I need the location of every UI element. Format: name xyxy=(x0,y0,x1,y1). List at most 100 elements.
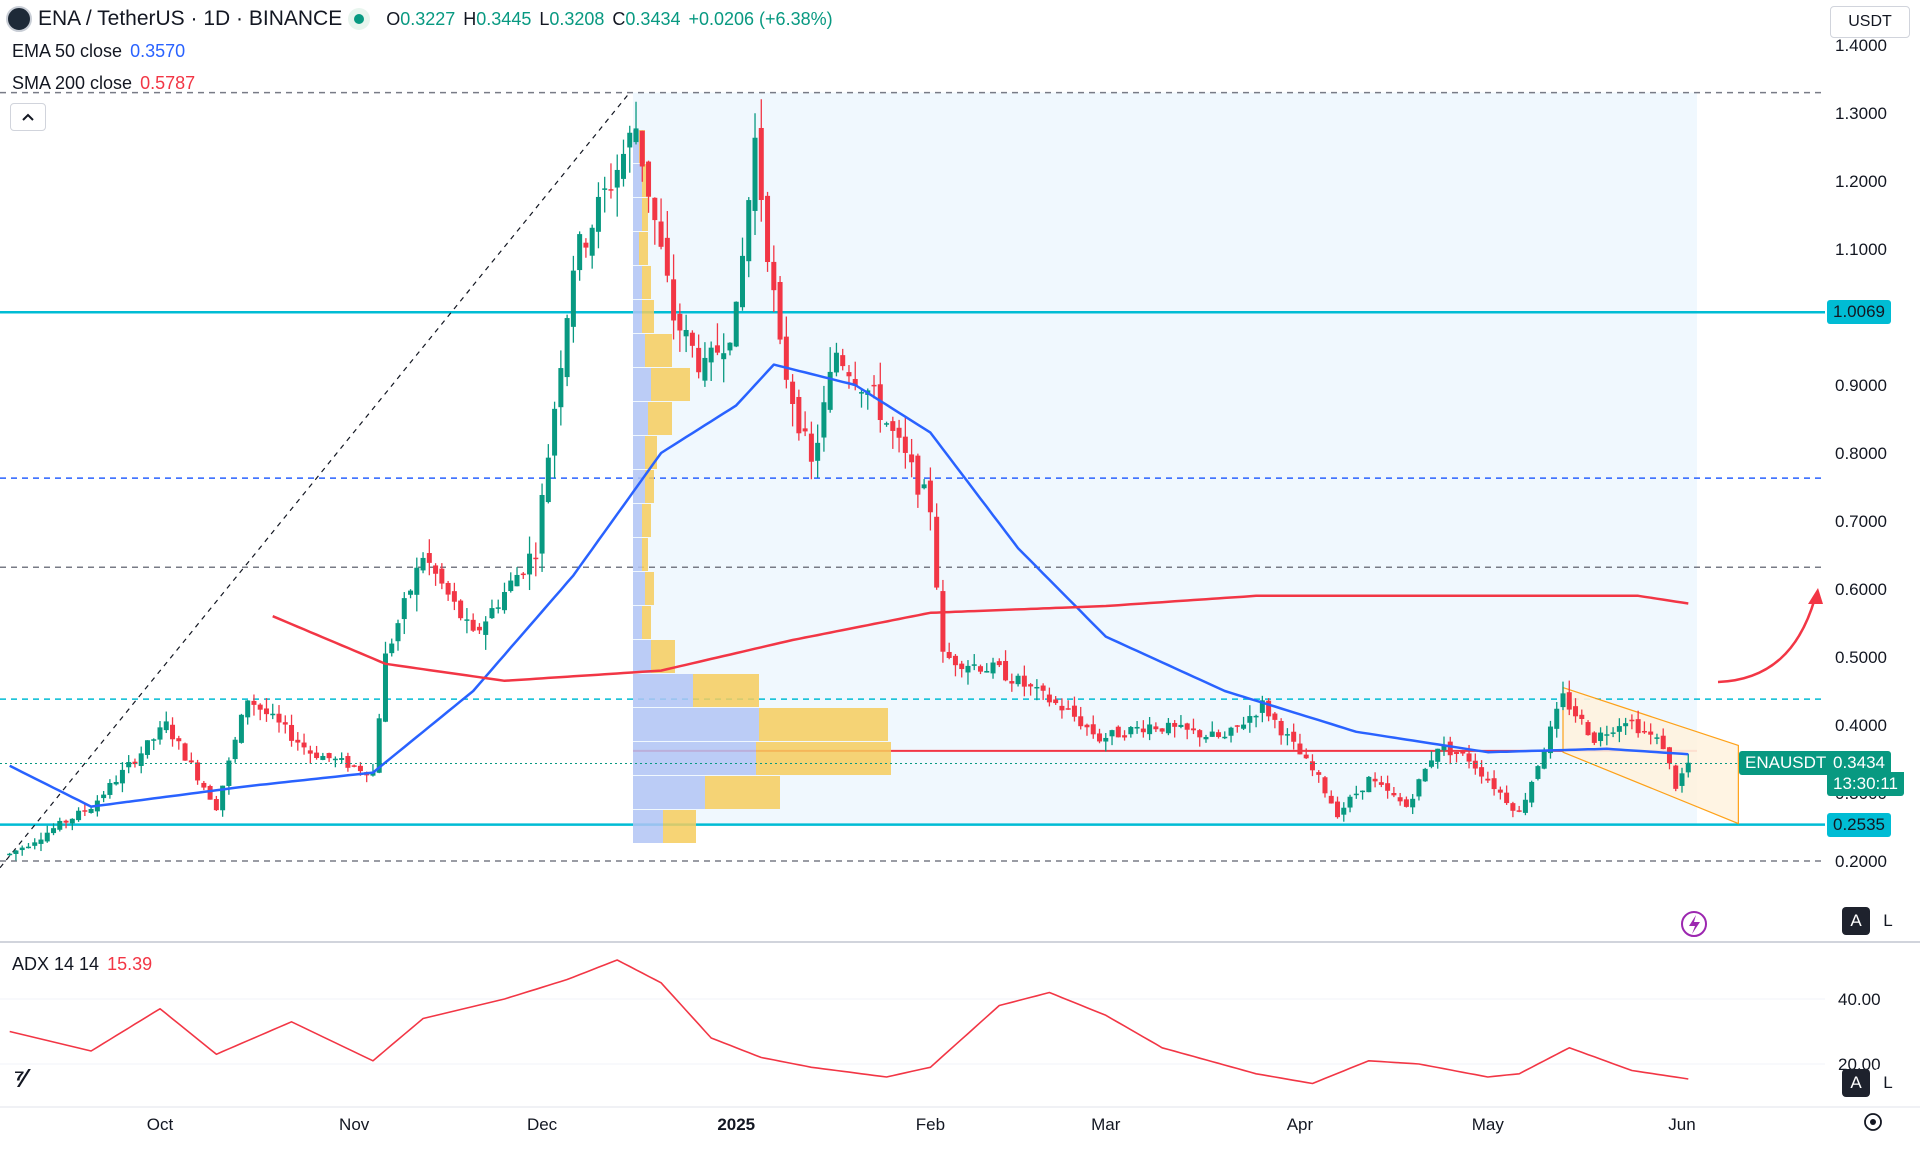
candle-body xyxy=(1353,793,1359,796)
candle-body xyxy=(1685,762,1691,773)
ema-legend[interactable]: EMA 50 close 0.3570 xyxy=(12,41,185,62)
candle-body xyxy=(263,708,269,715)
adx-log-scale-button[interactable]: L xyxy=(1874,1069,1902,1097)
candle-body xyxy=(1316,772,1322,775)
candle-body xyxy=(332,758,338,761)
candle-body xyxy=(902,436,908,453)
volume-profile-up-3 xyxy=(633,232,639,265)
candle-body xyxy=(790,381,796,404)
candle-body xyxy=(232,739,238,760)
symbol-title[interactable]: ENA / TetherUS · 1D · BINANCE xyxy=(38,7,343,30)
candle-body xyxy=(940,591,946,652)
candle-body xyxy=(1165,722,1171,734)
candle-body xyxy=(382,653,388,722)
candle-body xyxy=(1372,778,1378,782)
candle-body xyxy=(1366,776,1372,793)
candle-body xyxy=(307,750,313,754)
candle-body xyxy=(1522,799,1528,813)
candle-body xyxy=(1303,754,1309,759)
candle-body xyxy=(314,752,320,759)
volume-profile-up-1 xyxy=(633,164,642,197)
candle-body xyxy=(1128,727,1134,735)
collapse-legend-button[interactable] xyxy=(10,103,46,131)
price-axis-label-0: 1.4000 xyxy=(1835,36,1887,55)
volume-profile-down-19 xyxy=(705,776,780,809)
candle-body xyxy=(1635,719,1641,734)
candle-body xyxy=(113,781,119,785)
time-axis-label-5: Mar xyxy=(1091,1115,1121,1134)
candle-body xyxy=(827,371,833,410)
candle-body xyxy=(1065,708,1071,710)
candle-body xyxy=(1385,783,1391,791)
auto-scale-button[interactable]: A xyxy=(1842,907,1870,935)
candle-body xyxy=(13,850,19,854)
candle-body xyxy=(32,842,38,846)
candle-body xyxy=(689,332,695,346)
volume-profile-down-7 xyxy=(651,368,690,401)
candle-body xyxy=(533,557,539,560)
candle-body xyxy=(683,329,689,337)
candle-body xyxy=(213,799,219,811)
candle-body xyxy=(445,582,451,595)
high-value: H0.3445 xyxy=(463,8,532,29)
candle-body xyxy=(1134,726,1140,729)
candle-body xyxy=(188,760,194,763)
candle-body xyxy=(1441,744,1447,751)
candle-body xyxy=(69,818,75,824)
candle-body xyxy=(558,368,564,408)
candle-body xyxy=(464,619,470,621)
volume-profile-up-7 xyxy=(633,368,651,401)
candle-body xyxy=(815,442,821,461)
candle-body xyxy=(132,761,138,765)
market-status-icon[interactable] xyxy=(348,8,371,30)
volume-profile-up-11 xyxy=(633,504,642,537)
candle-body xyxy=(1172,723,1178,727)
candle-body xyxy=(63,820,69,823)
candle-body xyxy=(1347,796,1353,808)
price-axis-label-11: 0.2000 xyxy=(1835,852,1887,871)
candle-body xyxy=(1009,681,1015,684)
candle-body xyxy=(978,666,984,672)
candle-body xyxy=(119,769,125,784)
candle-body xyxy=(508,580,514,592)
ema-value: 0.3570 xyxy=(130,41,186,61)
candle-body xyxy=(1360,790,1366,793)
time-axis-label-2: Dec xyxy=(527,1115,558,1134)
time-axis-label-8: Jun xyxy=(1668,1115,1695,1134)
adx-legend[interactable]: ADX 14 14 15.39 xyxy=(12,954,152,975)
candle-body xyxy=(996,661,1002,666)
candle-body xyxy=(320,755,326,760)
adx-auto-scale-button[interactable]: A xyxy=(1842,1069,1870,1097)
candle-body xyxy=(1648,731,1654,735)
currency-button[interactable]: USDT xyxy=(1830,6,1910,38)
candle-body xyxy=(420,557,426,571)
sma-legend[interactable]: SMA 200 close 0.5787 xyxy=(12,73,195,94)
candle-body xyxy=(1090,724,1096,735)
candle-body xyxy=(733,301,739,347)
candle-body xyxy=(345,756,351,768)
price-axis-label-4: 0.9000 xyxy=(1835,376,1887,395)
candle-body xyxy=(771,261,777,291)
log-scale-button[interactable]: L xyxy=(1874,907,1902,935)
chevron-up-icon xyxy=(22,113,34,121)
candle-body xyxy=(1497,789,1503,793)
price-axis-label-7: 0.6000 xyxy=(1835,580,1887,599)
trend-line-dotted xyxy=(0,92,631,869)
candle-body xyxy=(570,270,576,327)
candle-body xyxy=(1673,765,1679,789)
candle-body xyxy=(426,553,432,563)
candle-body xyxy=(7,853,13,856)
volume-profile-down-18 xyxy=(756,742,891,775)
candle-body xyxy=(163,721,169,731)
candle-body xyxy=(620,153,626,179)
candle-body xyxy=(927,480,933,513)
candle-body xyxy=(858,392,864,394)
candle-body xyxy=(1504,792,1510,804)
candle-body xyxy=(76,810,82,821)
projection-arrow xyxy=(1717,597,1817,684)
price-axis-label-6: 0.7000 xyxy=(1835,512,1887,531)
candle-body xyxy=(1541,750,1547,769)
candle-body xyxy=(1454,752,1460,754)
candle-body xyxy=(915,455,921,495)
